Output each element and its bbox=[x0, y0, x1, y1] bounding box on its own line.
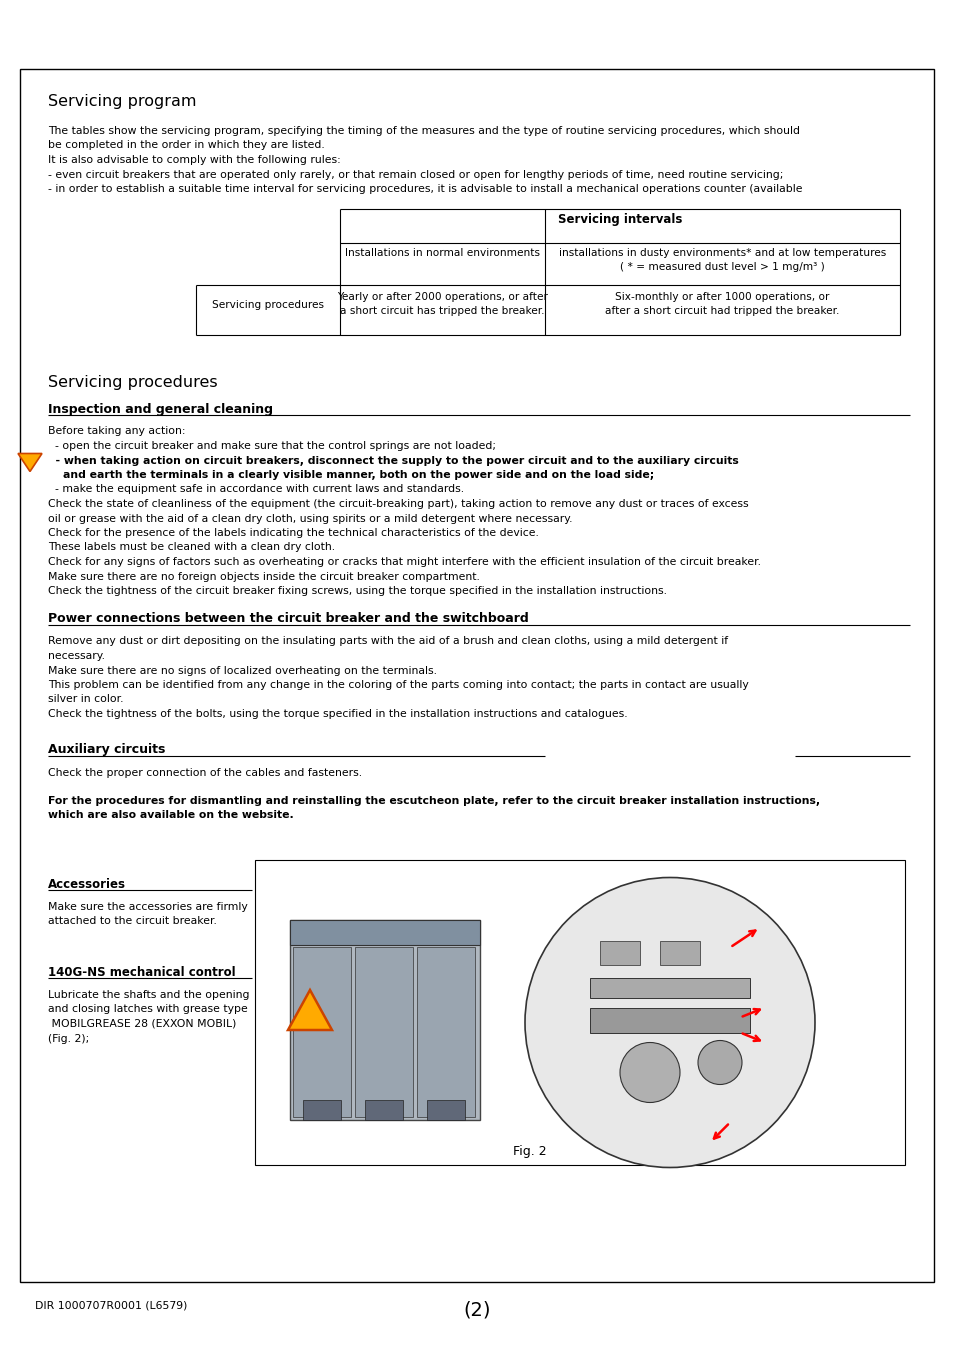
Text: oil or grease with the aid of a clean dry cloth, using spirits or a mild deterge: oil or grease with the aid of a clean dr… bbox=[48, 513, 572, 524]
Text: (Fig. 2);: (Fig. 2); bbox=[48, 1034, 90, 1044]
Bar bbox=[659, 941, 700, 964]
Text: attached to the circuit breaker.: attached to the circuit breaker. bbox=[48, 917, 216, 926]
Text: This problem can be identified from any change in the coloring of the parts comi: This problem can be identified from any … bbox=[48, 680, 748, 690]
Bar bbox=[416, 946, 475, 1116]
Text: Servicing program: Servicing program bbox=[48, 95, 196, 109]
Text: a short circuit has tripped the breaker.: a short circuit has tripped the breaker. bbox=[340, 306, 544, 316]
Text: - even circuit breakers that are operated only rarely, or that remain closed or : - even circuit breakers that are operate… bbox=[48, 170, 782, 180]
Bar bbox=[427, 1100, 464, 1120]
Text: Check the proper connection of the cables and fasteners.: Check the proper connection of the cable… bbox=[48, 768, 362, 778]
Text: The tables show the servicing program, specifying the timing of the measures and: The tables show the servicing program, s… bbox=[48, 126, 800, 136]
Text: Accessories: Accessories bbox=[48, 878, 126, 891]
Text: Make sure there are no signs of localized overheating on the terminals.: Make sure there are no signs of localize… bbox=[48, 666, 436, 675]
Text: Installations in normal environments: Installations in normal environments bbox=[345, 247, 539, 258]
Text: Inspection and general cleaning: Inspection and general cleaning bbox=[48, 402, 273, 416]
Text: and closing latches with grease type: and closing latches with grease type bbox=[48, 1004, 248, 1014]
Text: Check for any signs of factors such as overheating or cracks that might interfer: Check for any signs of factors such as o… bbox=[48, 558, 760, 567]
Text: !: ! bbox=[28, 459, 32, 470]
Text: Before taking any action:: Before taking any action: bbox=[48, 427, 185, 436]
Text: Check the tightness of the bolts, using the torque specified in the installation: Check the tightness of the bolts, using … bbox=[48, 709, 627, 720]
Text: - in order to establish a suitable time interval for servicing procedures, it is: - in order to establish a suitable time … bbox=[48, 184, 801, 194]
Text: !: ! bbox=[307, 1008, 313, 1022]
Text: These labels must be cleaned with a clean dry cloth.: These labels must be cleaned with a clea… bbox=[48, 543, 335, 552]
Text: Make sure there are no foreign objects inside the circuit breaker compartment.: Make sure there are no foreign objects i… bbox=[48, 571, 479, 582]
Text: For the procedures for dismantling and reinstalling the escutcheon plate, refer : For the procedures for dismantling and r… bbox=[48, 796, 820, 806]
Bar bbox=[290, 919, 479, 945]
Text: installations in dusty environments* and at low temperatures: installations in dusty environments* and… bbox=[558, 247, 885, 258]
Bar bbox=[355, 946, 413, 1116]
Text: Fig. 2: Fig. 2 bbox=[513, 1145, 546, 1158]
Bar bbox=[303, 1100, 340, 1120]
Text: (2): (2) bbox=[463, 1300, 490, 1319]
Text: Check the state of cleanliness of the equipment (the circuit-breaking part), tak: Check the state of cleanliness of the eq… bbox=[48, 500, 748, 509]
Text: after a short circuit had tripped the breaker.: after a short circuit had tripped the br… bbox=[604, 306, 839, 316]
Text: ( * = measured dust level > 1 mg/m³ ): ( * = measured dust level > 1 mg/m³ ) bbox=[619, 262, 824, 271]
Bar bbox=[589, 977, 749, 998]
Text: Make sure the accessories are firmly: Make sure the accessories are firmly bbox=[48, 902, 248, 913]
Text: Check for the presence of the labels indicating the technical characteristics of: Check for the presence of the labels ind… bbox=[48, 528, 538, 539]
Text: Auxiliary circuits: Auxiliary circuits bbox=[48, 744, 165, 756]
Text: necessary.: necessary. bbox=[48, 651, 105, 661]
Text: Check the tightness of the circuit breaker fixing screws, using the torque speci: Check the tightness of the circuit break… bbox=[48, 586, 666, 595]
Text: Six-monthly or after 1000 operations, or: Six-monthly or after 1000 operations, or bbox=[615, 293, 829, 302]
Text: - make the equipment safe in accordance with current laws and standards.: - make the equipment safe in accordance … bbox=[48, 485, 464, 494]
Polygon shape bbox=[18, 454, 42, 471]
Polygon shape bbox=[288, 990, 332, 1030]
Text: and earth the terminals in a clearly visible manner, both on the power side and : and earth the terminals in a clearly vis… bbox=[48, 470, 654, 481]
Circle shape bbox=[619, 1042, 679, 1103]
Text: 140G-NS mechanical control: 140G-NS mechanical control bbox=[48, 967, 235, 979]
Bar bbox=[254, 860, 904, 1165]
Text: MOBILGREASE 28 (EXXON MOBIL): MOBILGREASE 28 (EXXON MOBIL) bbox=[48, 1019, 236, 1029]
Circle shape bbox=[524, 878, 814, 1168]
Text: be completed in the order in which they are listed.: be completed in the order in which they … bbox=[48, 140, 324, 150]
Text: Servicing intervals: Servicing intervals bbox=[558, 213, 681, 227]
Text: Remove any dust or dirt depositing on the insulating parts with the aid of a bru: Remove any dust or dirt depositing on th… bbox=[48, 636, 727, 647]
Text: which are also available on the website.: which are also available on the website. bbox=[48, 810, 294, 821]
Bar bbox=[589, 1007, 749, 1033]
Bar bbox=[599, 941, 639, 964]
Text: Servicing procedures: Servicing procedures bbox=[48, 374, 217, 390]
Text: It is also advisable to comply with the following rules:: It is also advisable to comply with the … bbox=[48, 155, 340, 165]
Text: DIR 1000707R0001 (L6579): DIR 1000707R0001 (L6579) bbox=[35, 1300, 187, 1310]
Bar bbox=[365, 1100, 402, 1120]
Text: Power connections between the circuit breaker and the switchboard: Power connections between the circuit br… bbox=[48, 613, 528, 625]
Text: Lubricate the shafts and the opening: Lubricate the shafts and the opening bbox=[48, 990, 250, 1000]
Text: silver in color.: silver in color. bbox=[48, 694, 123, 705]
Text: - when taking action on circuit breakers, disconnect the supply to the power cir: - when taking action on circuit breakers… bbox=[48, 455, 738, 466]
Text: Yearly or after 2000 operations, or after: Yearly or after 2000 operations, or afte… bbox=[336, 293, 547, 302]
Text: - open the circuit breaker and make sure that the control springs are not loaded: - open the circuit breaker and make sure… bbox=[48, 441, 496, 451]
Text: Servicing procedures: Servicing procedures bbox=[212, 300, 324, 309]
Circle shape bbox=[698, 1041, 741, 1084]
Bar bbox=[20, 69, 933, 1282]
Bar bbox=[290, 919, 479, 1120]
Bar bbox=[293, 946, 351, 1116]
